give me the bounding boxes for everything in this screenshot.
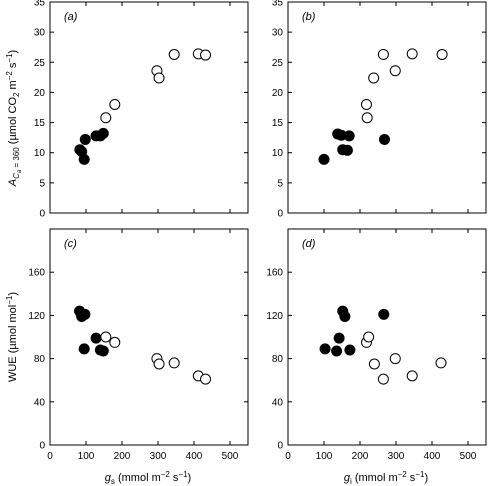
point-open bbox=[389, 65, 401, 77]
panel-d: 0 100 200 300 400 500 0 40 80 120 160 (d) bbox=[266, 228, 487, 462]
point-open bbox=[153, 72, 165, 84]
y-tick-label: 35 bbox=[34, 0, 46, 9]
y-tick-label: 40 bbox=[34, 397, 46, 408]
point-open bbox=[377, 48, 389, 60]
y-tick-label: 20 bbox=[34, 88, 46, 99]
panel-label: (c) bbox=[64, 238, 77, 250]
y-tick-label: 5 bbox=[277, 178, 283, 189]
point-filled bbox=[343, 130, 355, 142]
point-open bbox=[168, 48, 180, 60]
point-open bbox=[361, 112, 373, 124]
plot-frame bbox=[49, 228, 249, 446]
point-open bbox=[109, 336, 121, 348]
x-tick-label: 100 bbox=[78, 451, 95, 462]
point-filled bbox=[97, 127, 109, 139]
y-tick-label: 15 bbox=[34, 118, 46, 129]
ylabel-top: ACa = 360 (µmol CO2 m−2 s−1) bbox=[5, 50, 23, 187]
y-tick-label: 10 bbox=[272, 148, 284, 159]
point-filled bbox=[344, 344, 356, 356]
point-open bbox=[389, 353, 401, 365]
x-tick-label: 300 bbox=[388, 451, 405, 462]
point-open bbox=[200, 373, 212, 385]
panel-c: 0 100 200 300 400 500 0 40 80 120 160 (c) bbox=[28, 228, 249, 462]
plot-frame bbox=[287, 228, 487, 446]
point-open bbox=[168, 357, 180, 369]
y-tick-label: 40 bbox=[272, 397, 284, 408]
y-tick-label: 120 bbox=[28, 311, 45, 322]
point-filled bbox=[97, 345, 109, 357]
x-tick-label: 300 bbox=[150, 451, 167, 462]
y-tick-label: 25 bbox=[272, 58, 284, 69]
x-tick-label: 100 bbox=[316, 451, 333, 462]
panels: 0 5 10 15 20 25 30 35 (a) 0 5 10 15 20 25 30 35 (b) 0 100 20… bbox=[28, 0, 487, 462]
y-tick-label: 10 bbox=[34, 148, 46, 159]
panel-a: 0 5 10 15 20 25 30 35 (a) bbox=[34, 0, 249, 220]
point-open bbox=[109, 98, 121, 110]
y-tick-label: 15 bbox=[272, 118, 284, 129]
point-open bbox=[200, 49, 212, 61]
x-tick-label: 400 bbox=[424, 451, 441, 462]
plot-frame bbox=[287, 1, 487, 214]
x-tick-label: 0 bbox=[285, 451, 291, 462]
ylabel-bottom: WUE (µmol mol−1) bbox=[5, 292, 19, 382]
y-tick-label: 30 bbox=[34, 28, 46, 39]
x-tick-label: 500 bbox=[222, 451, 239, 462]
point-filled bbox=[90, 332, 102, 344]
y-tick-label: 160 bbox=[266, 268, 283, 279]
xlabel-left: gs (mmol m−2 s−1) bbox=[105, 470, 191, 486]
x-tick-label: 0 bbox=[47, 451, 53, 462]
y-tick-label: 0 bbox=[277, 209, 283, 220]
y-tick-label: 0 bbox=[277, 441, 283, 452]
y-tick-label: 25 bbox=[34, 58, 46, 69]
point-open bbox=[406, 370, 418, 382]
point-filled bbox=[78, 343, 90, 355]
point-open bbox=[100, 331, 112, 343]
panel-label: (a) bbox=[64, 11, 78, 23]
panel-label: (b) bbox=[302, 11, 316, 23]
point-filled bbox=[318, 153, 330, 165]
point-filled bbox=[78, 153, 90, 165]
point-open bbox=[100, 112, 112, 124]
point-filled bbox=[378, 308, 390, 320]
point-filled bbox=[378, 133, 390, 145]
point-open bbox=[153, 358, 165, 370]
x-tick-label: 200 bbox=[352, 451, 369, 462]
y-tick-label: 160 bbox=[28, 268, 45, 279]
point-filled bbox=[339, 310, 351, 322]
point-open bbox=[435, 357, 447, 369]
point-filled bbox=[319, 343, 331, 355]
y-tick-label: 80 bbox=[272, 354, 284, 365]
point-open bbox=[363, 331, 375, 343]
y-tick-label: 120 bbox=[266, 311, 283, 322]
point-open bbox=[360, 98, 372, 110]
point-open bbox=[368, 72, 380, 84]
point-filled bbox=[79, 133, 91, 145]
y-tick-label: 5 bbox=[39, 178, 45, 189]
point-filled bbox=[333, 332, 345, 344]
y-tick-label: 0 bbox=[39, 209, 45, 220]
point-filled bbox=[331, 345, 343, 357]
y-tick-label: 35 bbox=[272, 0, 284, 9]
panel-label: (d) bbox=[302, 238, 316, 250]
x-tick-label: 200 bbox=[114, 451, 131, 462]
point-open bbox=[436, 48, 448, 60]
y-tick-label: 20 bbox=[272, 88, 284, 99]
point-open bbox=[377, 373, 389, 385]
point-filled bbox=[79, 308, 91, 320]
xlabel-right: gi (mmol m−2 s−1) bbox=[344, 470, 428, 486]
point-filled bbox=[341, 144, 353, 156]
panel-b: 0 5 10 15 20 25 30 35 (b) bbox=[272, 0, 487, 220]
plot-frame bbox=[49, 1, 249, 214]
y-tick-label: 0 bbox=[39, 441, 45, 452]
y-tick-label: 80 bbox=[34, 354, 46, 365]
point-open bbox=[368, 358, 380, 370]
point-open bbox=[406, 48, 418, 60]
y-tick-label: 30 bbox=[272, 28, 284, 39]
x-tick-label: 400 bbox=[186, 451, 203, 462]
x-tick-label: 500 bbox=[460, 451, 477, 462]
